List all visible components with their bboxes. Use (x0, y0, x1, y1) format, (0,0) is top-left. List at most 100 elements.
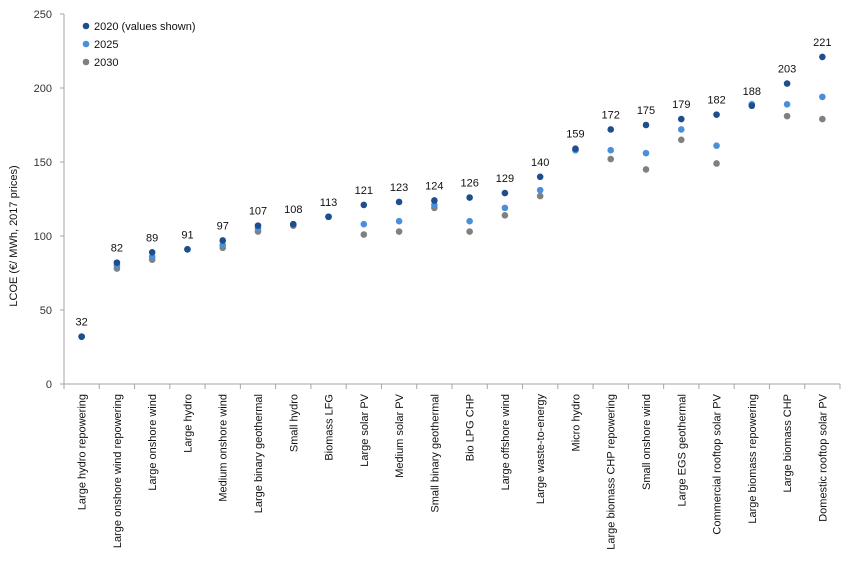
legend: 2020 (values shown) 2025 2030 (82, 21, 196, 69)
data-label: 82 (111, 243, 123, 255)
data-label: 221 (813, 37, 831, 49)
data-label: 159 (566, 129, 584, 141)
point-2020 (395, 198, 403, 206)
category-label: Medium onshore wind (218, 394, 230, 502)
data-label: 113 (320, 197, 338, 209)
y-tick-label: 250 (34, 9, 52, 21)
category-label: Small binary geothermal (429, 394, 441, 513)
point-2025 (819, 93, 826, 101)
legend-label-2025: 2025 (94, 39, 118, 51)
point-2025 (713, 142, 720, 150)
point-2025 (395, 217, 403, 225)
point-2020 (748, 102, 756, 110)
point-2020 (501, 189, 509, 197)
point-2020 (254, 222, 262, 229)
y-axis-label: LCOE (€/ MWh, 2017 prices) (8, 165, 20, 306)
y-tick-label: 50 (40, 305, 52, 317)
plot-area: 0 50 100 150 200 250 Large hydro repowering Lar… (34, 9, 841, 550)
category-label: Large onshore wind (147, 394, 159, 491)
point-2020 (819, 53, 826, 61)
category-label: Commercial rooftop solar PV (712, 393, 724, 534)
data-label: 97 (217, 220, 229, 232)
point-2030 (819, 115, 826, 123)
point-2020 (113, 259, 121, 266)
point-2020 (289, 220, 297, 228)
data-label: 107 (249, 206, 267, 218)
point-2020 (325, 213, 332, 221)
point-2020 (536, 173, 544, 181)
point-2025 (536, 186, 544, 194)
legend-marker-2030 (82, 58, 90, 66)
data-label: 203 (778, 64, 796, 76)
category-label: Large waste-to-energy (535, 394, 547, 505)
legend-marker-2020 (82, 22, 90, 30)
data-label: 188 (743, 86, 761, 98)
point-2020 (219, 237, 227, 244)
category-label: Domestic rooftop solar PV (817, 393, 829, 521)
category-label: Large onshore wind repowering (112, 394, 124, 548)
point-2030 (783, 112, 791, 120)
point-2020 (572, 145, 579, 152)
point-2025 (466, 217, 473, 225)
legend-label-2020: 2020 (values shown) (94, 21, 196, 33)
data-label: 108 (284, 204, 302, 216)
legend-label-2030: 2030 (94, 57, 118, 69)
data-label: 179 (672, 99, 690, 111)
category-label: Large binary geothermal (253, 394, 265, 513)
point-2030 (466, 228, 473, 235)
data-label: 129 (496, 173, 514, 185)
data-label: 91 (181, 229, 193, 241)
point-2020 (466, 194, 473, 201)
category-label: Large biomass CHP repowering (606, 394, 618, 550)
data-label: 182 (707, 95, 725, 107)
category-label: Large offshore wind (500, 394, 512, 490)
point-2020 (360, 201, 368, 209)
point-2025 (783, 100, 791, 108)
category-label: Small hydro (288, 394, 300, 452)
category-label: Large hydro repowering (77, 394, 89, 510)
y-tick-label: 200 (34, 83, 52, 95)
point-2020 (148, 248, 156, 256)
category-label: Micro hydro (570, 394, 582, 451)
y-tick-label: 150 (34, 157, 52, 169)
point-2030 (607, 155, 615, 163)
data-label: 175 (637, 105, 655, 117)
y-tick-label: 100 (34, 231, 52, 243)
category-label: Large EGS geothermal (676, 394, 688, 507)
point-2030 (536, 192, 544, 200)
category-label: Bio LPG CHP (465, 394, 477, 461)
category-label: Large biomass CHP (782, 394, 794, 492)
point-2030 (360, 231, 368, 238)
category-label: Small onshore wind (641, 394, 653, 490)
point-2020 (607, 126, 615, 133)
category-label: Large hydro (182, 394, 194, 453)
category-label: Medium solar PV (394, 393, 406, 477)
point-2025 (607, 146, 615, 154)
point-2020 (677, 115, 685, 123)
point-2020 (78, 333, 85, 340)
point-2025 (501, 204, 509, 212)
category-label: Large solar PV (359, 393, 371, 466)
point-2030 (395, 228, 403, 235)
y-tick-label: 0 (46, 379, 52, 391)
legend-marker-2025 (82, 40, 90, 48)
data-label: 140 (531, 157, 549, 169)
data-label: 32 (76, 317, 88, 329)
point-2020 (713, 111, 720, 118)
point-2020 (184, 246, 191, 253)
data-label: 124 (425, 180, 443, 192)
data-label: 123 (390, 182, 408, 194)
data-label: 121 (355, 185, 373, 197)
point-2025 (642, 149, 650, 157)
point-2025 (677, 126, 685, 133)
point-2025 (360, 220, 368, 228)
category-label: Large biomass repowering (747, 394, 759, 524)
point-2020 (783, 80, 791, 87)
category-label: Biomass LFG (324, 394, 336, 461)
data-label: 89 (146, 232, 158, 244)
data-label: 126 (460, 178, 478, 190)
point-2020 (431, 197, 438, 204)
point-2030 (677, 136, 685, 144)
point-2030 (501, 211, 509, 219)
